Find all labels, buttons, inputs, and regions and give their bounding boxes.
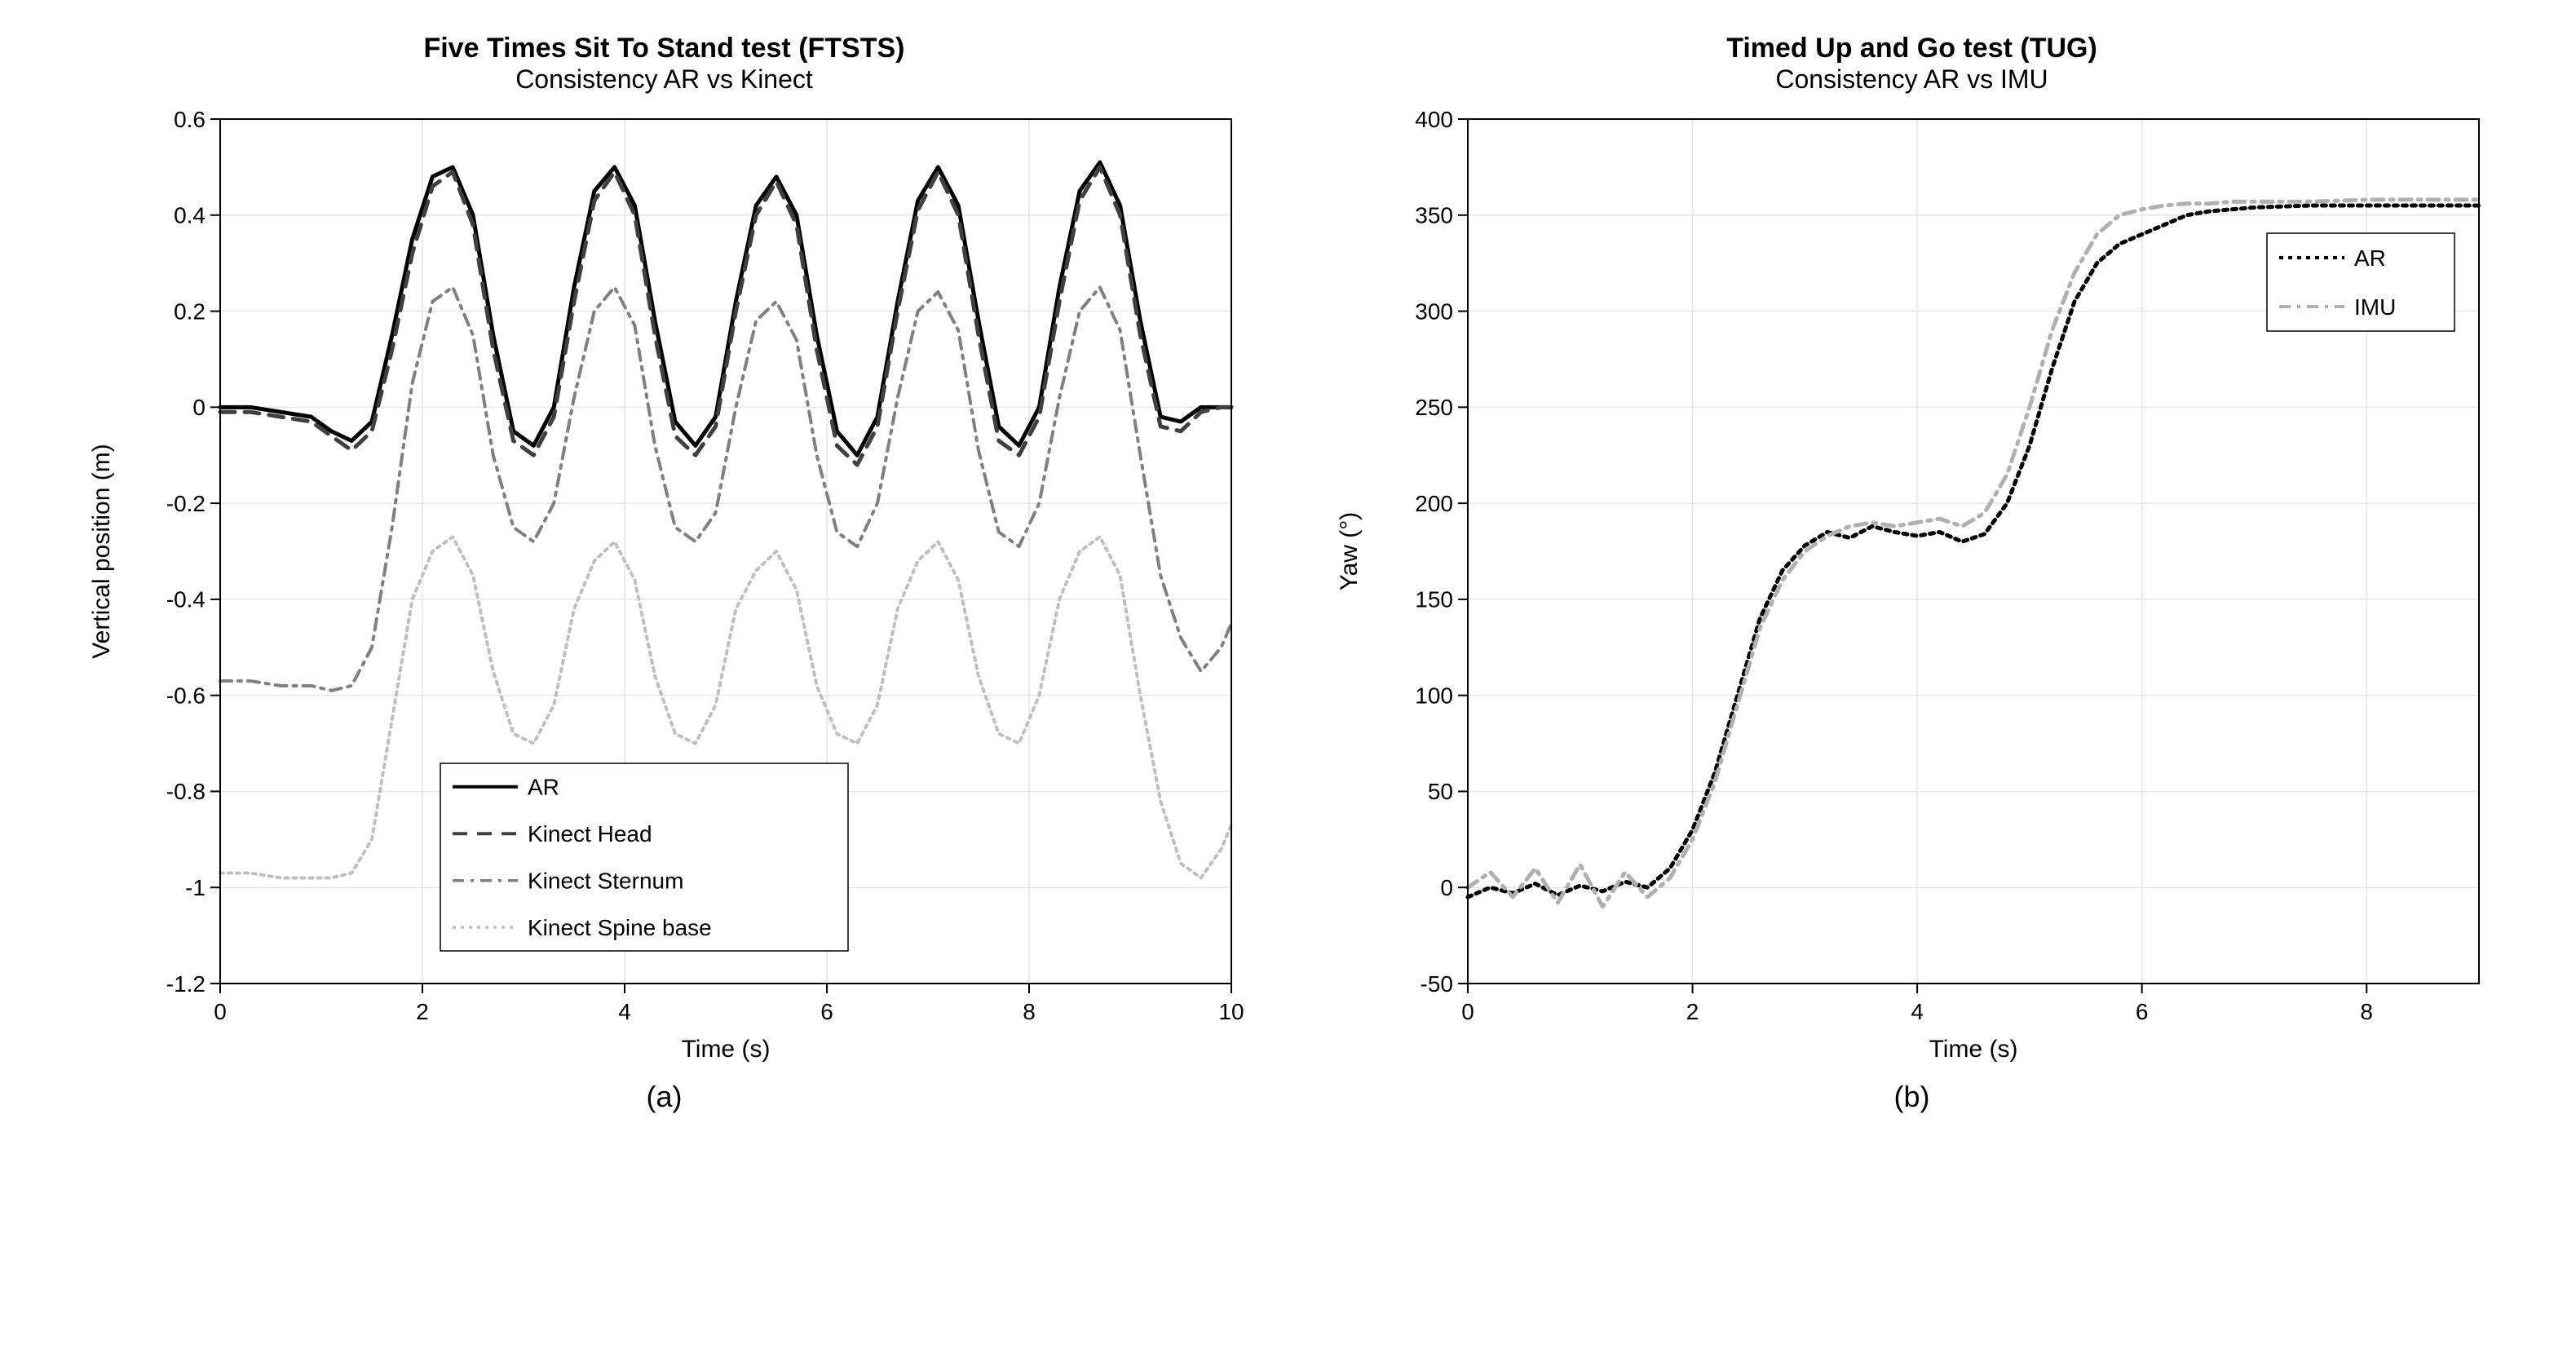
- ytick-label: 0: [1440, 875, 1453, 900]
- chart-svg-a: 0 2 4 6 8 10 -1.2 -1 -0.8 -0.6 -0.4 -0.2 0 0.2 0.4 0.6 T…: [82, 103, 1248, 1073]
- ytick-label: -0.2: [166, 491, 205, 516]
- panel-a-titles: Five Times Sit To Stand test (FTSTS) Con…: [423, 33, 904, 95]
- panel-b-chart: 0 2 4 6 8 -50 0 50 100 150 200 250 300 350 400 Time (s)…: [1329, 103, 2495, 1073]
- xtick-label: 0: [214, 999, 227, 1024]
- legend-label: AR: [528, 775, 559, 800]
- ytick-label: 0.6: [174, 107, 205, 132]
- ytick-label: 0: [192, 395, 205, 420]
- ytick-label: 250: [1415, 395, 1453, 420]
- chart-svg-b: 0 2 4 6 8 -50 0 50 100 150 200 250 300 350 400 Time (s)…: [1329, 103, 2495, 1073]
- ytick-label: 200: [1415, 491, 1453, 516]
- ytick-label: -0.4: [166, 587, 205, 612]
- legend-label: IMU: [2354, 294, 2396, 320]
- ylabel: Yaw (°): [1336, 512, 1363, 590]
- panel-a-sublabel: (a): [647, 1080, 683, 1114]
- ytick-label: 300: [1415, 298, 1453, 324]
- xtick-label: 0: [1461, 999, 1474, 1024]
- legend-label: Kinect Spine base: [528, 915, 712, 940]
- xtick-label: 6: [2135, 999, 2148, 1024]
- panel-b-sublabel: (b): [1894, 1080, 1930, 1114]
- legend-label: Kinect Sternum: [528, 869, 683, 894]
- xtick-label: 8: [2360, 999, 2373, 1024]
- panel-b-title-main: Timed Up and Go test (TUG): [1726, 33, 2097, 64]
- panel-a-title-main: Five Times Sit To Stand test (FTSTS): [423, 33, 904, 64]
- xtick-label: 2: [1686, 999, 1699, 1024]
- ytick-label: -50: [1420, 971, 1452, 997]
- panel-a: Five Times Sit To Stand test (FTSTS) Con…: [82, 33, 1248, 1114]
- xlabel: Time (s): [1929, 1036, 2017, 1063]
- xtick-label: 8: [1023, 999, 1036, 1024]
- ytick-label: -1.2: [166, 971, 205, 997]
- panel-a-title-sub: Consistency AR vs Kinect: [423, 64, 904, 95]
- ytick-label: 0.4: [174, 203, 205, 228]
- xtick-label: 4: [618, 999, 631, 1024]
- ytick-label: 0.2: [174, 298, 205, 324]
- ytick-label: 100: [1415, 683, 1453, 708]
- legend-label: AR: [2354, 245, 2386, 271]
- xtick-label: 2: [416, 999, 429, 1024]
- xlabel: Time (s): [681, 1036, 770, 1063]
- panel-b-titles: Timed Up and Go test (TUG) Consistency A…: [1726, 33, 2097, 95]
- xtick-label: 10: [1218, 999, 1244, 1024]
- panel-a-chart: 0 2 4 6 8 10 -1.2 -1 -0.8 -0.6 -0.4 -0.2 0 0.2 0.4 0.6 T…: [82, 103, 1248, 1073]
- xtick-label: 4: [1911, 999, 1924, 1024]
- ytick-label: -0.8: [166, 779, 205, 804]
- ytick-label: 350: [1415, 203, 1453, 228]
- ytick-label: 400: [1415, 107, 1453, 132]
- ytick-label: -1: [185, 875, 205, 900]
- ytick-label: -0.6: [166, 683, 205, 708]
- ylabel: Vertical position (m): [88, 444, 115, 658]
- panel-b-title-sub: Consistency AR vs IMU: [1726, 64, 2097, 95]
- xtick-label: 6: [820, 999, 833, 1024]
- legend-label: Kinect Head: [528, 821, 652, 847]
- ytick-label: 150: [1415, 587, 1453, 612]
- ytick-label: 50: [1427, 779, 1452, 804]
- figure-container: Five Times Sit To Stand test (FTSTS) Con…: [0, 0, 2576, 1130]
- panel-b: Timed Up and Go test (TUG) Consistency A…: [1329, 33, 2495, 1114]
